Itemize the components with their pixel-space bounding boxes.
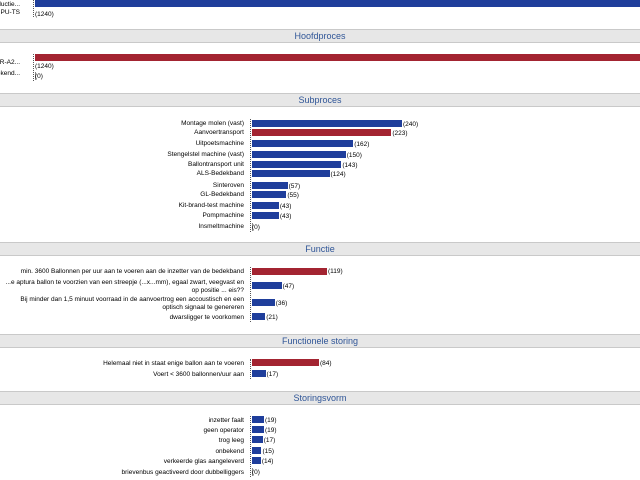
bar (252, 212, 279, 219)
data-label: (19) (265, 427, 277, 434)
bar (252, 202, 279, 209)
data-label: (119) (328, 268, 343, 275)
bar (35, 54, 640, 61)
section-title: Storingsvorm (293, 393, 347, 403)
data-label: (162) (354, 141, 370, 148)
category-label: ALS-Bedekband (196, 170, 244, 177)
category-label: Aanvoertransport (194, 129, 244, 136)
bar (252, 182, 288, 189)
data-label: (43) (279, 203, 292, 210)
zero-bar (35, 72, 36, 80)
category-label: GL-Bedekband (200, 191, 244, 198)
axis-line (33, 0, 34, 17)
data-label: (15) (262, 448, 275, 455)
category-label: ...e aptura ballon te voorzien van een s… (5, 279, 244, 294)
section-header: Functionele storing (0, 334, 640, 348)
category-label: Pompmachine (202, 212, 244, 219)
category-label: Montage molen (vast) (181, 120, 244, 127)
bar (252, 359, 319, 366)
category-label: ...ductie (0, 1, 20, 8)
bar (252, 170, 330, 177)
data-label: (21) (266, 314, 278, 321)
data-label: (0) (35, 73, 43, 80)
data-label: (57) (288, 183, 301, 190)
data-label: (17) (266, 371, 279, 378)
bar (252, 447, 262, 454)
data-label: (0) (252, 469, 260, 476)
data-label: (43) (279, 213, 292, 220)
category-label: Stengelstel machine (vast) (167, 151, 244, 158)
category-label: Sinteroven (212, 182, 244, 189)
data-label: (47) (282, 283, 295, 290)
category-label: inzetter faalt (208, 417, 244, 424)
bar (252, 370, 266, 377)
category-label: PU-TS (0, 9, 21, 16)
data-label: (223) (392, 130, 408, 137)
category-label: trog leeg (218, 437, 244, 444)
bar (35, 0, 640, 7)
data-label: (55) (287, 192, 299, 199)
category-label: Bij minder dan 1,5 minuut voorraad in de… (20, 296, 244, 311)
category-label: Insmeltmachine (198, 223, 244, 230)
section-title: Hoofdproces (294, 31, 346, 41)
bar (252, 161, 342, 168)
axis-line (33, 54, 34, 81)
category-label: Kit-brand-test machine (178, 202, 244, 209)
bar (252, 426, 264, 433)
category-label: dwarsligger te voorkomen (169, 314, 244, 321)
data-label: (124) (330, 171, 346, 178)
bar (252, 282, 282, 289)
data-label: (1240) (35, 63, 54, 70)
data-label: (14) (261, 458, 274, 465)
data-label: (1240) (35, 11, 54, 18)
category-label: min. 3600 Ballonnen per uur aan te voere… (20, 268, 244, 275)
zero-bar (252, 468, 253, 476)
category-label: verkeerde glas aangeleverd (163, 458, 244, 465)
bar (252, 191, 287, 198)
category-label: brievenbus geactiveerd door dubbelligger… (121, 469, 245, 476)
bar (252, 120, 402, 127)
category-label: ...OR-A2 (0, 59, 20, 66)
data-label: (36) (275, 300, 288, 307)
bar (252, 151, 346, 158)
data-label: (150) (346, 152, 362, 159)
bar (252, 268, 327, 275)
section-title: Functionele storing (281, 336, 359, 346)
data-label: (0) (252, 224, 260, 231)
category-label: Uitpoetsmachine (195, 140, 244, 147)
section-title: Functie (305, 244, 335, 254)
axis-line (250, 416, 251, 477)
data-label: (84) (320, 360, 332, 367)
bar (252, 140, 354, 147)
data-label: (19) (265, 417, 277, 424)
data-label: (143) (342, 162, 358, 169)
section-header: Functie (0, 242, 640, 256)
category-label: Voert < 3600 ballonnen/uur aan (153, 371, 244, 378)
section-header: Hoofdproces (0, 29, 640, 43)
section-header: Subproces (0, 93, 640, 107)
zero-bar (252, 223, 253, 231)
axis-line (250, 267, 251, 322)
data-label: (240) (403, 121, 419, 128)
category-label: Ballontransport unit (187, 161, 244, 168)
category-label: onbekend (215, 448, 244, 455)
data-label: (17) (263, 437, 276, 444)
section-title: Subproces (298, 95, 342, 105)
bar (252, 299, 275, 306)
axis-line (250, 119, 251, 232)
bar (252, 129, 392, 136)
bar (252, 436, 263, 443)
bar (252, 457, 261, 464)
axis-line (250, 359, 251, 379)
bar (252, 416, 264, 423)
category-label: Helemaal niet in staat enige ballon aan … (103, 360, 244, 367)
category-label: ...bekend (0, 70, 20, 77)
section-header: Storingsvorm (0, 391, 640, 405)
category-label: geen operator (203, 427, 244, 434)
bar (252, 313, 266, 320)
